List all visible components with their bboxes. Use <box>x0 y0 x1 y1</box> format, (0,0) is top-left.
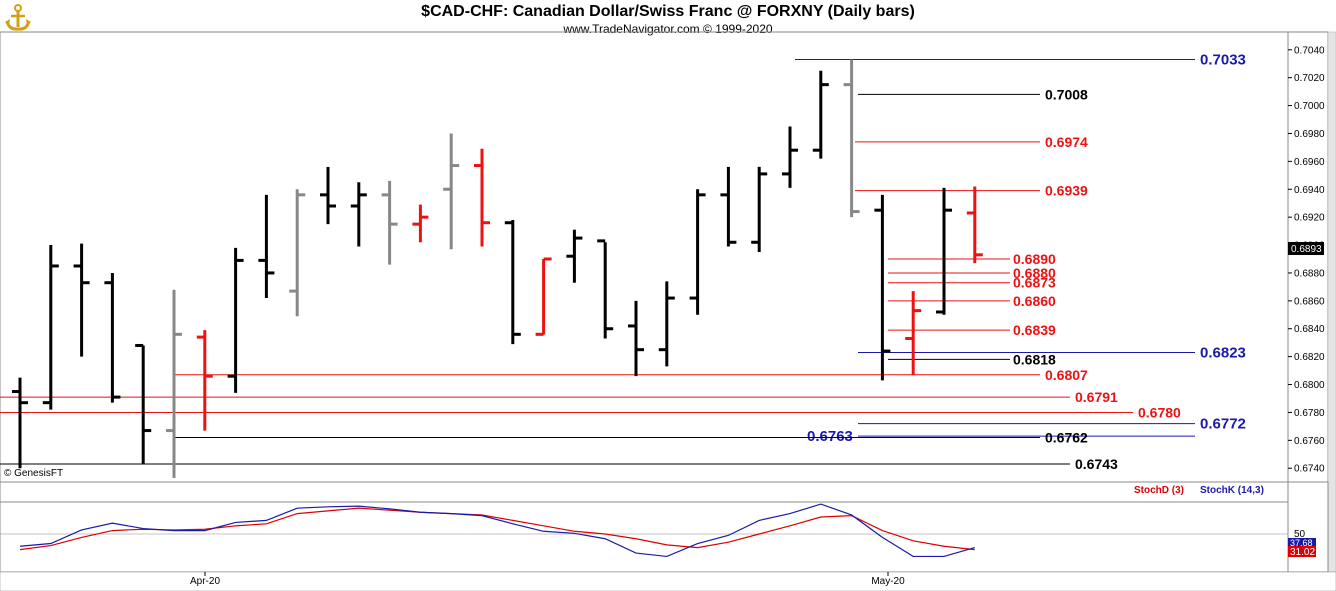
price-tick-label: 0.6980 <box>1294 129 1325 140</box>
ohlc-bar <box>658 281 675 367</box>
price-panel <box>0 31 1289 483</box>
price-tick-label: 0.6800 <box>1294 380 1325 391</box>
ohlc-bar <box>227 247 244 393</box>
ohlc-bar <box>689 189 706 315</box>
ohlc-bar <box>412 204 429 243</box>
price-tick-label: 0.6780 <box>1294 408 1325 419</box>
ohlc-bar <box>751 166 768 253</box>
ohlc-bar <box>597 239 614 339</box>
ohlc-bar <box>320 166 336 225</box>
stoch-axis <box>1287 481 1329 573</box>
stochk-line <box>19 503 975 558</box>
level-label-0.6763: 0.6763 <box>807 428 853 445</box>
last-price-tag <box>1288 242 1324 255</box>
price-tick-label: 0.7040 <box>1294 45 1325 56</box>
date-axis <box>0 571 1336 591</box>
ohlc-bar <box>474 148 490 247</box>
level-label-0.6780: 0.6780 <box>1138 404 1181 420</box>
ohlc-bar <box>196 330 213 431</box>
ohlc-bar <box>42 245 59 410</box>
anchor-logo-icon <box>5 4 31 31</box>
ohlc-bar <box>782 126 798 188</box>
price-tick-label: 0.7000 <box>1294 101 1325 112</box>
stochd-legend: StochD (3) <box>1134 485 1184 496</box>
stoch-panel <box>0 481 1289 573</box>
ohlc-bar <box>812 70 829 159</box>
ohlc-bar <box>874 194 891 381</box>
price-tick-label: 0.6760 <box>1294 436 1325 447</box>
ohlc-bar <box>289 189 306 317</box>
ohlc-bar <box>720 166 737 247</box>
ohlc-bar <box>12 377 28 469</box>
ohlc-bar <box>166 289 182 478</box>
stochd-value-tag <box>1288 546 1316 557</box>
ohlc-bar <box>843 59 860 218</box>
level-label-0.6762: 0.6762 <box>1045 430 1088 446</box>
ohlc-bar <box>566 229 583 283</box>
price-tick-label: 0.6940 <box>1294 185 1325 196</box>
level-label-0.6818: 0.6818 <box>1013 351 1056 367</box>
ohlc-bar <box>966 186 983 264</box>
ohlc-bar <box>628 300 644 377</box>
level-label-0.6839: 0.6839 <box>1013 322 1056 338</box>
level-label-0.6743: 0.6743 <box>1075 456 1118 472</box>
price-tick-label: 0.6740 <box>1294 464 1325 475</box>
ohlc-bar <box>504 219 521 345</box>
level-label-0.6880: 0.6880 <box>1013 265 1056 281</box>
ohlc-bar <box>936 187 952 315</box>
stochd-value-label: 31.02 <box>1290 547 1315 558</box>
level-label-0.6974: 0.6974 <box>1045 134 1088 150</box>
date-tick-label: Apr-20 <box>190 576 220 587</box>
price-tick-label: 0.6920 <box>1294 213 1325 224</box>
level-label-0.6873: 0.6873 <box>1013 275 1056 291</box>
ohlc-bar <box>104 272 121 403</box>
ohlc-bar <box>381 180 398 265</box>
stochk-value-label: 37.68 <box>1290 538 1313 548</box>
ohlc-bar <box>905 291 922 375</box>
price-tick-label: 0.6960 <box>1294 157 1325 168</box>
genesis-watermark: © GenesisFT <box>4 468 64 479</box>
price-tick-label: 0.6860 <box>1294 296 1325 307</box>
level-label-0.6772: 0.6772 <box>1200 416 1246 433</box>
ohlc-bar <box>258 194 275 299</box>
level-label-0.6791: 0.6791 <box>1075 389 1118 405</box>
ohlc-bar <box>443 133 460 250</box>
price-tick-label: 0.6820 <box>1294 352 1325 363</box>
vertical-scrollbar[interactable] <box>1327 31 1336 573</box>
stochk-legend: StochK (14,3) <box>1200 485 1264 496</box>
stoch-tick-50: 50 <box>1294 529 1306 540</box>
ohlc-bar <box>135 343 152 465</box>
chart-title: $CAD-CHF: Canadian Dollar/Swiss Franc @ … <box>421 3 915 20</box>
level-label-0.6939: 0.6939 <box>1045 183 1088 199</box>
ohlc-bar <box>73 243 90 357</box>
level-label-0.6860: 0.6860 <box>1013 293 1056 309</box>
level-label-0.6807: 0.6807 <box>1045 367 1088 383</box>
level-label-0.6890: 0.6890 <box>1013 251 1056 267</box>
level-label-0.6823: 0.6823 <box>1200 344 1246 361</box>
level-label-0.7033: 0.7033 <box>1200 52 1246 69</box>
date-tick-label: May-20 <box>871 576 905 587</box>
stochk-value-tag <box>1288 538 1316 547</box>
price-tick-label: 0.6880 <box>1294 268 1325 279</box>
ohlc-bar <box>535 257 552 336</box>
last-price-label: 0.6893 <box>1291 244 1322 255</box>
price-tick-label: 0.7020 <box>1294 73 1325 84</box>
stochd-line <box>19 507 975 551</box>
ohlc-bar <box>350 182 367 247</box>
price-tick-label: 0.6840 <box>1294 324 1325 335</box>
level-label-0.7008: 0.7008 <box>1045 86 1088 102</box>
